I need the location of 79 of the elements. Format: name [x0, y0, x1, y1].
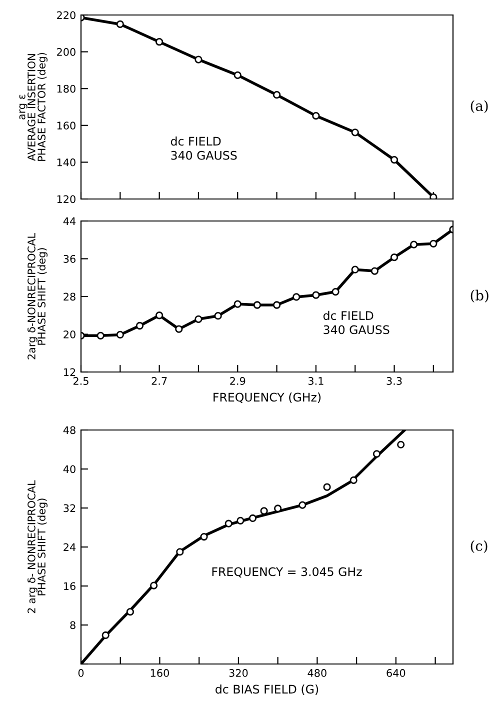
point: [234, 300, 242, 308]
y-tick-label: 180: [57, 84, 76, 93]
point: [260, 507, 268, 515]
point: [155, 38, 164, 46]
text: (b): [470, 290, 488, 302]
point: [234, 71, 242, 79]
y-tick-label: 220: [57, 11, 76, 20]
x-tick-label: 0: [78, 669, 84, 677]
point: [312, 112, 320, 120]
x-tick-label: 480: [308, 669, 326, 677]
y-tick-label: 12: [64, 368, 76, 376]
annotation: dc FIELD 340 GAUSS: [170, 136, 237, 160]
annotation: FREQUENCY = 3.045 GHz: [212, 567, 362, 578]
x-tick-label: 3.1: [308, 377, 324, 385]
y-tick-label: 40: [63, 465, 76, 474]
point: [323, 483, 331, 491]
point: [150, 582, 158, 590]
point: [351, 128, 359, 136]
x-tick-label: 2.5: [73, 377, 88, 385]
point: [370, 267, 379, 275]
point: [292, 293, 300, 301]
point: [430, 240, 438, 248]
x-tick-label: 3.3: [386, 377, 402, 385]
x-axis-title: dc BIAS FIELD (G): [216, 684, 318, 696]
x-tick-label: 320: [229, 669, 248, 677]
x-tick-label: 2.9: [230, 377, 246, 385]
point: [155, 312, 164, 320]
text: (c): [470, 540, 488, 553]
y-tick-label: 48: [63, 426, 76, 434]
y-tick-label: 8: [70, 621, 76, 630]
point: [390, 156, 398, 164]
point: [194, 56, 202, 64]
point: [126, 608, 134, 616]
point: [236, 516, 244, 524]
annotation: dc FIELD 340 GAUSS: [323, 310, 390, 334]
x-axis-title: FREQUENCY (GHz): [214, 392, 321, 404]
y-tick-label: 160: [57, 122, 76, 130]
point: [312, 291, 320, 299]
y-tick-label: 20: [64, 330, 76, 338]
y-tick-label: 32: [64, 504, 76, 512]
point: [272, 301, 281, 309]
point: [272, 91, 281, 99]
point: [214, 312, 222, 320]
point: [224, 520, 232, 528]
point: [102, 631, 110, 640]
y-tick-label: 36: [64, 254, 76, 263]
point: [390, 254, 398, 262]
point: [136, 322, 144, 330]
point: [410, 240, 418, 248]
point: [372, 450, 381, 458]
y-axis-title: 2arg δ-NONRECIPROCAL PHASE SHIFT (deg): [28, 233, 48, 360]
point: [350, 476, 358, 484]
x-tick-label: 2.7: [152, 377, 167, 385]
point: [175, 325, 183, 333]
y-tick-label: 16: [64, 582, 76, 590]
point: [397, 440, 405, 448]
point: [332, 288, 340, 296]
y-tick-label: 28: [64, 292, 76, 301]
point: [194, 315, 202, 323]
point: [430, 193, 438, 199]
y-tick-label: 120: [57, 195, 76, 204]
x-tick-label: 640: [386, 669, 406, 677]
point: [116, 330, 124, 339]
y-tick-label: 24: [64, 543, 76, 551]
point: [176, 548, 184, 556]
y-tick-label: 44: [63, 217, 76, 225]
point: [253, 301, 262, 309]
point: [116, 20, 124, 28]
point: [248, 514, 257, 522]
x-tick-label: 160: [150, 669, 169, 677]
y-tick-label: 200: [57, 48, 76, 56]
point: [200, 532, 208, 541]
point: [96, 332, 104, 340]
text: (a): [470, 100, 488, 113]
y-axis-title: arg ε AVERAGE INSERTION PHASE FACTOR (deg): [19, 52, 48, 161]
y-axis-title: 2 arg δ- NONRECIPROCAL PHASE SHIFT (deg): [28, 480, 48, 614]
point: [351, 266, 359, 274]
point: [298, 501, 306, 509]
y-tick-label: 140: [57, 158, 76, 166]
